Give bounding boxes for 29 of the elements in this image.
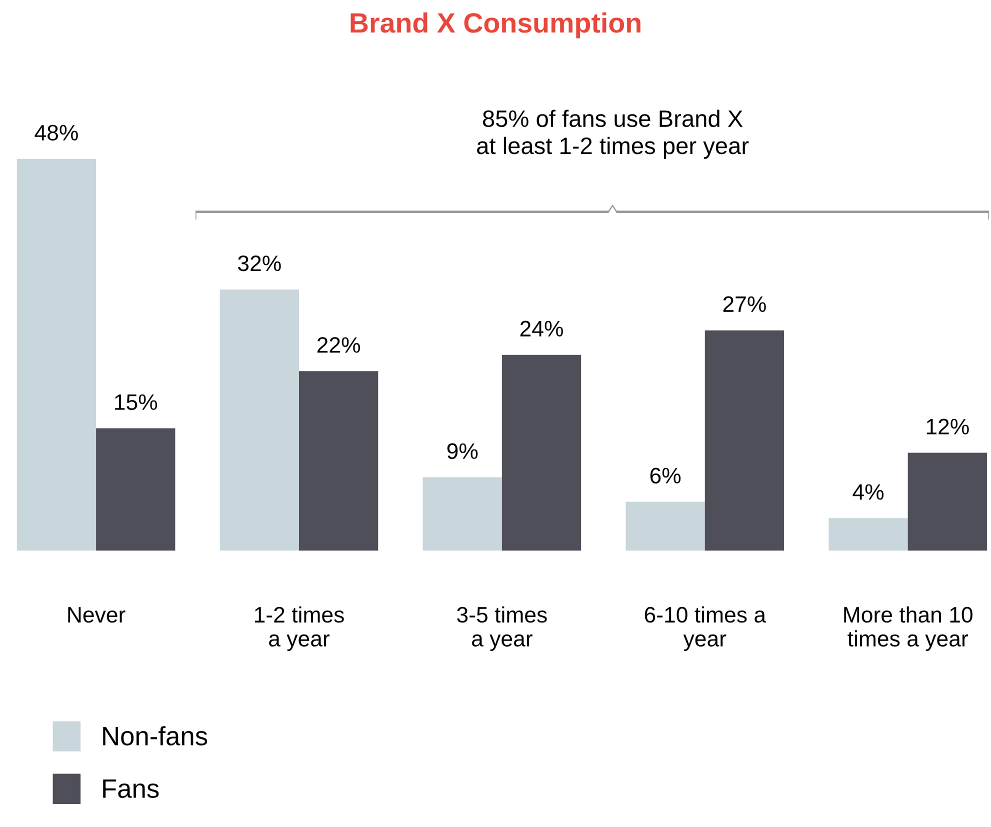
x-tick-label: 6-10 times a year <box>644 606 766 651</box>
text: 85% of fans use Brand X at least 1-2 times per year <box>477 110 749 159</box>
data-label: 12% <box>926 418 969 434</box>
data-label: 6% <box>650 468 681 484</box>
x-tick-label: 1-2 times a year <box>255 606 344 651</box>
legend-label: Fans <box>103 780 159 798</box>
bar <box>502 354 582 551</box>
data-label: 32% <box>238 255 281 272</box>
data-label: 24% <box>520 320 563 336</box>
bar <box>828 518 908 551</box>
bar <box>908 452 987 551</box>
x-tick-label: Never <box>68 607 126 623</box>
bar <box>298 371 378 551</box>
data-label: 22% <box>317 337 360 353</box>
bar <box>96 428 176 551</box>
data-label: 48% <box>34 124 78 141</box>
x-tick-label: More than 10 times a year <box>844 606 972 651</box>
data-label: 27% <box>723 296 766 312</box>
x-tick-label: 3-5 times a year <box>457 606 547 651</box>
data-label: 9% <box>447 443 478 460</box>
bar <box>16 158 96 551</box>
chart-title: Brand X Consumption <box>350 12 640 38</box>
bar <box>704 330 784 551</box>
legend-label: Non-fans <box>103 726 208 746</box>
bar <box>626 502 705 551</box>
data-label: 15% <box>115 394 158 410</box>
bar <box>220 290 299 551</box>
bar <box>422 477 502 551</box>
data-label: 4% <box>852 484 884 500</box>
